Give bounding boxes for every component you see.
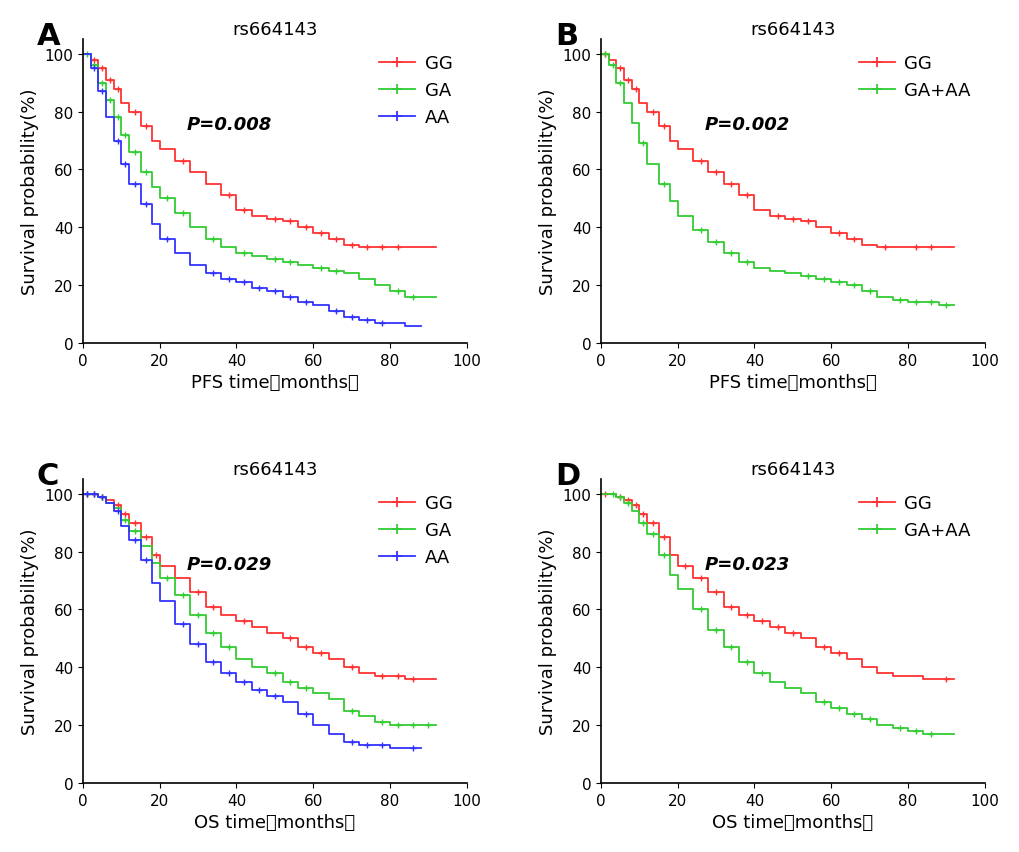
X-axis label: OS time（months）: OS time（months） [711,813,872,832]
Legend: GG, GA+AA: GG, GA+AA [852,49,975,105]
Y-axis label: Survival probability(%): Survival probability(%) [20,89,39,295]
Text: P=0.008: P=0.008 [186,116,271,135]
Text: A: A [37,22,60,51]
X-axis label: OS time（months）: OS time（months） [194,813,355,832]
X-axis label: PFS time（months）: PFS time（months） [708,374,876,392]
Legend: GG, GA+AA: GG, GA+AA [852,489,975,544]
Text: P=0.002: P=0.002 [703,116,789,135]
Legend: GG, GA, AA: GG, GA, AA [374,49,458,132]
Title: rs664143: rs664143 [232,460,317,478]
Y-axis label: Survival probability(%): Survival probability(%) [538,89,556,295]
Title: rs664143: rs664143 [232,20,317,39]
Title: rs664143: rs664143 [749,20,835,39]
Text: D: D [554,462,580,491]
Text: B: B [554,22,578,51]
Text: C: C [37,462,59,491]
Y-axis label: Survival probability(%): Survival probability(%) [20,528,39,734]
Y-axis label: Survival probability(%): Survival probability(%) [538,528,556,734]
Text: P=0.029: P=0.029 [186,556,271,573]
X-axis label: PFS time（months）: PFS time（months） [191,374,359,392]
Text: P=0.023: P=0.023 [703,556,789,573]
Title: rs664143: rs664143 [749,460,835,478]
Legend: GG, GA, AA: GG, GA, AA [374,489,458,572]
